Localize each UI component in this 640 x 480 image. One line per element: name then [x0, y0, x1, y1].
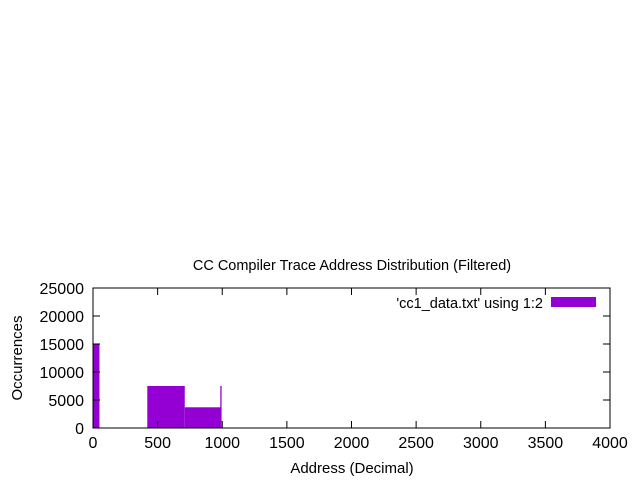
plot-bars: [93, 344, 222, 428]
y-tick-label-15000: 15000: [40, 337, 85, 354]
legend-label: 'cc1_data.txt' using 1:2: [396, 296, 543, 312]
bar-0-1: [147, 386, 185, 428]
axis-tick-labels: 0 500 1000 1500 2000 2500 3000 3500 4000 0 5000 100…: [40, 281, 628, 452]
x-tick-label-2000: 2000: [334, 435, 370, 452]
y-axis-title: Occurrences: [9, 315, 26, 400]
y-tick-label-10000: 10000: [40, 365, 85, 382]
legend-swatch: [551, 297, 596, 307]
x-tick-label-3500: 3500: [528, 435, 564, 452]
y-tick-label-25000: 25000: [40, 281, 85, 298]
x-tick-label-1500: 1500: [269, 435, 305, 452]
x-tick-label-4000: 4000: [592, 435, 628, 452]
x-axis-title: Address (Decimal): [290, 460, 413, 477]
x-tick-label-2500: 2500: [398, 435, 434, 452]
bar-0-2: [184, 407, 221, 428]
chart-title: CC Compiler Trace Address Distribution (…: [193, 258, 511, 274]
y-tick-label-20000: 20000: [40, 309, 85, 326]
axis-ticks: [92, 287, 611, 429]
x-tick-label-0: 0: [89, 435, 98, 452]
x-tick-label-500: 500: [144, 435, 171, 452]
y-tick-label-0: 0: [75, 421, 84, 438]
x-tick-label-1000: 1000: [204, 435, 240, 452]
x-tick-label-3000: 3000: [463, 435, 499, 452]
legend: 'cc1_data.txt' using 1:2: [396, 296, 596, 312]
y-tick-label-5000: 5000: [48, 393, 84, 410]
bar-0-0: [93, 344, 100, 428]
bar-0-3: [220, 386, 222, 428]
